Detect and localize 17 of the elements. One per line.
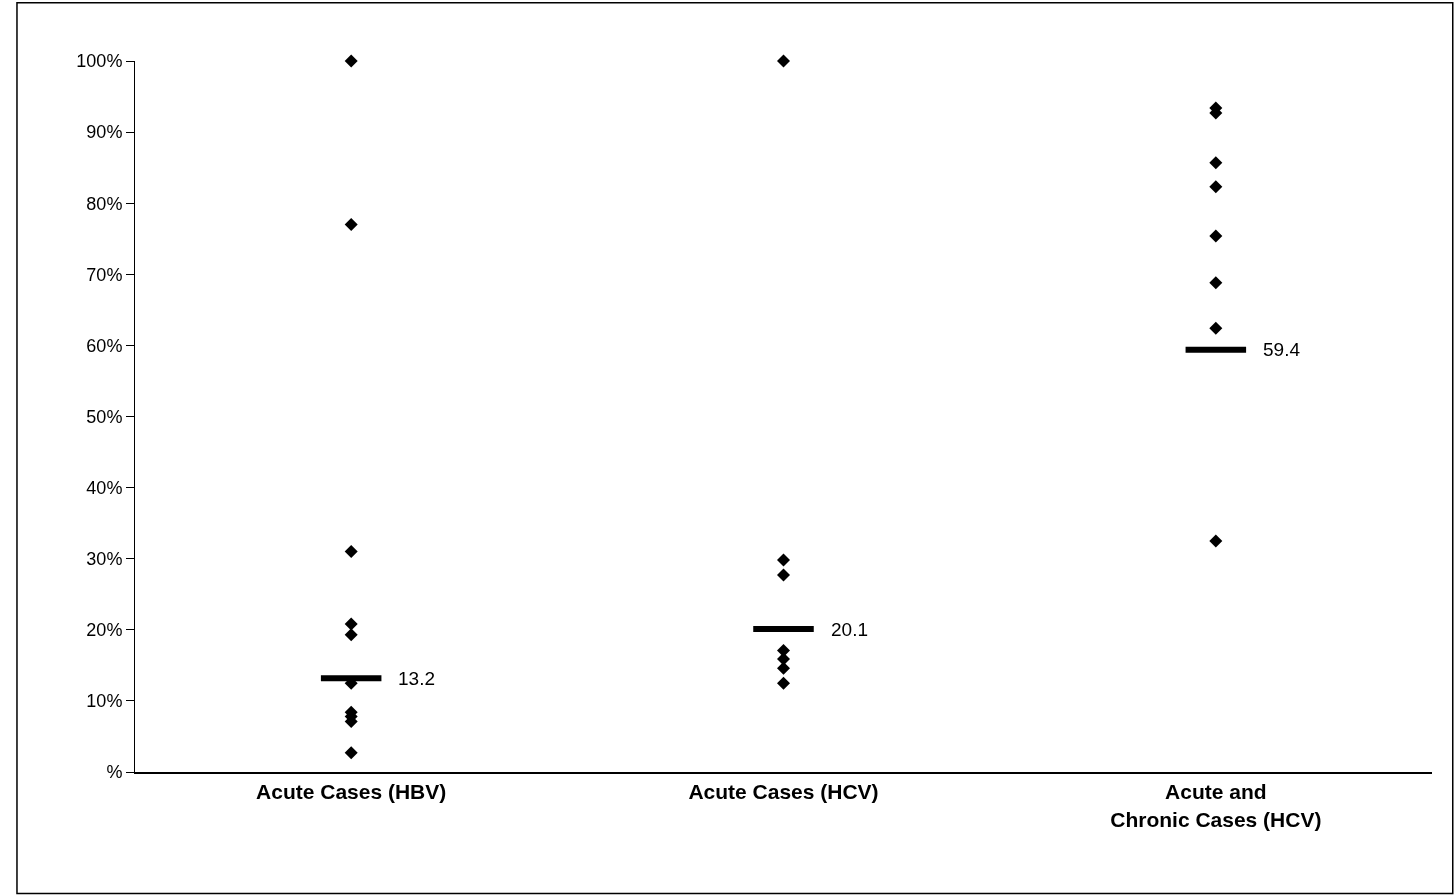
y-tick-label: 30% [86,549,123,569]
y-tick-label: 50% [86,406,123,427]
annotation: 20.1 [831,619,868,640]
y-tick-label: 100% [76,51,123,72]
y-tick-label: 40% [86,477,123,498]
y-tick-label: 70% [86,264,123,285]
x-tick-label: Acute and Chronic Cases (HCV) [1110,780,1322,831]
x-tick-label: Acute Cases (HCV) [688,780,879,804]
x-tick-label: Acute Cases (HBV) [256,780,447,804]
y-tick-label: 90% [86,122,123,143]
annotation: 59.4 [1263,339,1301,360]
y-tick-label: 10% [86,691,123,712]
y-tick-label: 20% [86,620,123,641]
annotation: 13.2 [398,668,435,689]
y-tick-label: 60% [86,335,123,356]
y-tick-label: % [106,762,123,783]
y-tick-label: 80% [86,193,123,214]
